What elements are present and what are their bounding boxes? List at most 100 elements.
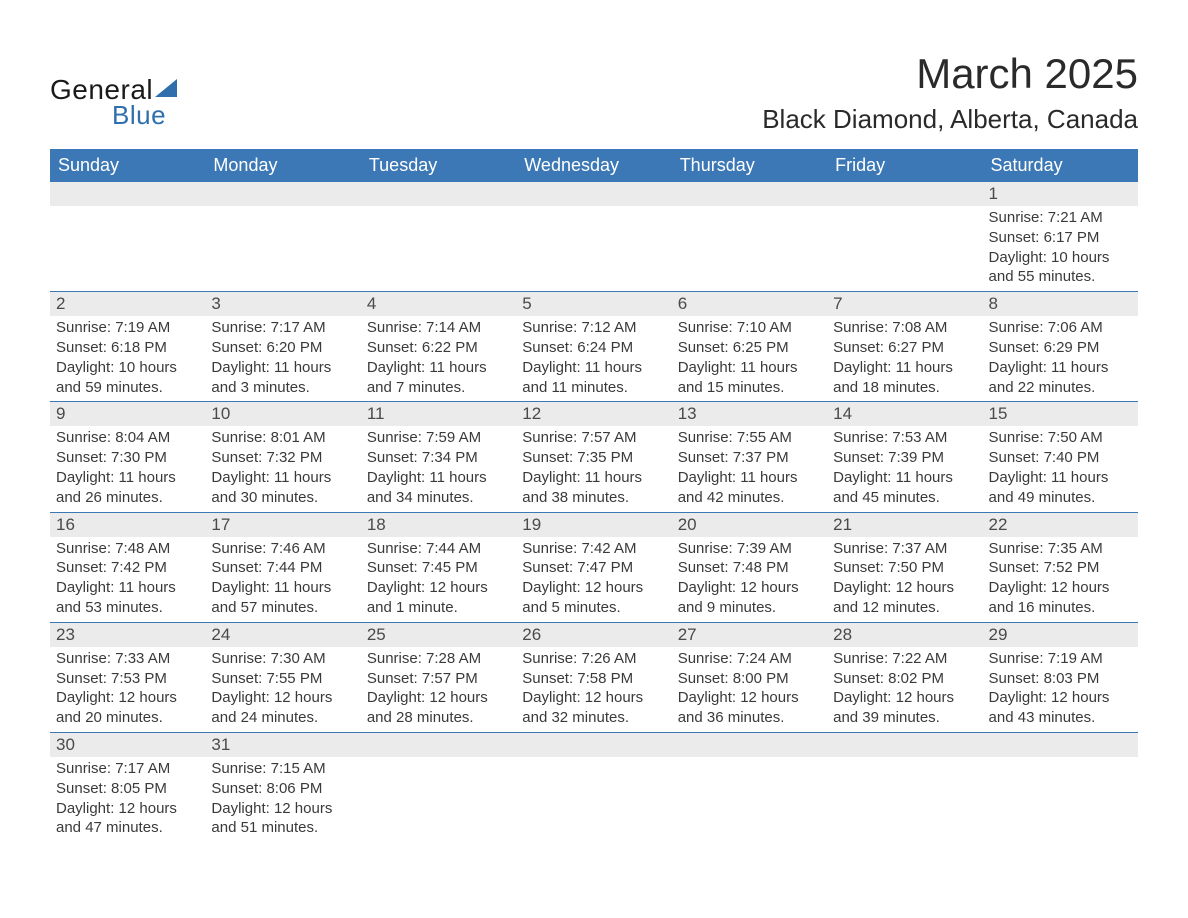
day-body: Sunrise: 7:10 AMSunset: 6:25 PMDaylight:… <box>672 316 827 401</box>
day-number: 7 <box>827 292 982 316</box>
day-body <box>827 206 982 212</box>
day-body: Sunrise: 7:33 AMSunset: 7:53 PMDaylight:… <box>50 647 205 732</box>
calendar-cell: 23Sunrise: 7:33 AMSunset: 7:53 PMDayligh… <box>50 623 205 732</box>
sunrise-line: Sunrise: 7:06 AM <box>989 318 1132 338</box>
calendar-cell: 2Sunrise: 7:19 AMSunset: 6:18 PMDaylight… <box>50 292 205 401</box>
sunrise-line: Sunrise: 7:15 AM <box>211 759 354 779</box>
daylight-line: Daylight: 12 hours and 24 minutes. <box>211 688 354 728</box>
week-row: 1Sunrise: 7:21 AMSunset: 6:17 PMDaylight… <box>50 182 1138 292</box>
sunset-line: Sunset: 8:03 PM <box>989 669 1132 689</box>
sunrise-line: Sunrise: 7:48 AM <box>56 539 199 559</box>
day-body: Sunrise: 7:12 AMSunset: 6:24 PMDaylight:… <box>516 316 671 401</box>
sunset-line: Sunset: 7:58 PM <box>522 669 665 689</box>
sunset-line: Sunset: 6:22 PM <box>367 338 510 358</box>
daylight-line: Daylight: 12 hours and 9 minutes. <box>678 578 821 618</box>
daylight-line: Daylight: 11 hours and 34 minutes. <box>367 468 510 508</box>
calendar-cell: 6Sunrise: 7:10 AMSunset: 6:25 PMDaylight… <box>672 292 827 401</box>
sunrise-line: Sunrise: 7:39 AM <box>678 539 821 559</box>
day-body: Sunrise: 7:24 AMSunset: 8:00 PMDaylight:… <box>672 647 827 732</box>
day-body: Sunrise: 7:19 AMSunset: 6:18 PMDaylight:… <box>50 316 205 401</box>
day-header-cell: Monday <box>205 149 360 182</box>
sunrise-line: Sunrise: 7:10 AM <box>678 318 821 338</box>
calendar-cell <box>827 182 982 291</box>
day-body: Sunrise: 7:46 AMSunset: 7:44 PMDaylight:… <box>205 537 360 622</box>
daylight-line: Daylight: 12 hours and 5 minutes. <box>522 578 665 618</box>
sunset-line: Sunset: 7:53 PM <box>56 669 199 689</box>
day-body: Sunrise: 7:22 AMSunset: 8:02 PMDaylight:… <box>827 647 982 732</box>
sunset-line: Sunset: 8:06 PM <box>211 779 354 799</box>
sunset-line: Sunset: 7:50 PM <box>833 558 976 578</box>
day-body <box>361 757 516 763</box>
sunset-line: Sunset: 7:35 PM <box>522 448 665 468</box>
calendar-cell: 1Sunrise: 7:21 AMSunset: 6:17 PMDaylight… <box>983 182 1138 291</box>
day-body <box>983 757 1138 763</box>
sunrise-line: Sunrise: 7:42 AM <box>522 539 665 559</box>
daylight-line: Daylight: 12 hours and 20 minutes. <box>56 688 199 728</box>
calendar-cell: 26Sunrise: 7:26 AMSunset: 7:58 PMDayligh… <box>516 623 671 732</box>
sunset-line: Sunset: 6:20 PM <box>211 338 354 358</box>
sunrise-line: Sunrise: 7:17 AM <box>211 318 354 338</box>
day-number: 25 <box>361 623 516 647</box>
calendar-cell: 27Sunrise: 7:24 AMSunset: 8:00 PMDayligh… <box>672 623 827 732</box>
day-number: 18 <box>361 513 516 537</box>
day-body: Sunrise: 7:14 AMSunset: 6:22 PMDaylight:… <box>361 316 516 401</box>
week-row: 30Sunrise: 7:17 AMSunset: 8:05 PMDayligh… <box>50 733 1138 842</box>
day-number: 10 <box>205 402 360 426</box>
sunrise-line: Sunrise: 7:28 AM <box>367 649 510 669</box>
logo: General Blue <box>50 50 177 131</box>
daylight-line: Daylight: 11 hours and 38 minutes. <box>522 468 665 508</box>
sunrise-line: Sunrise: 7:50 AM <box>989 428 1132 448</box>
day-number: 6 <box>672 292 827 316</box>
day-body: Sunrise: 8:01 AMSunset: 7:32 PMDaylight:… <box>205 426 360 511</box>
calendar-cell <box>983 733 1138 842</box>
sunset-line: Sunset: 7:42 PM <box>56 558 199 578</box>
calendar-cell <box>516 182 671 291</box>
day-header-row: SundayMondayTuesdayWednesdayThursdayFrid… <box>50 149 1138 182</box>
calendar-cell <box>361 182 516 291</box>
daylight-line: Daylight: 11 hours and 49 minutes. <box>989 468 1132 508</box>
sunrise-line: Sunrise: 7:30 AM <box>211 649 354 669</box>
calendar-cell: 24Sunrise: 7:30 AMSunset: 7:55 PMDayligh… <box>205 623 360 732</box>
day-number: 13 <box>672 402 827 426</box>
calendar-cell: 5Sunrise: 7:12 AMSunset: 6:24 PMDaylight… <box>516 292 671 401</box>
sunrise-line: Sunrise: 7:26 AM <box>522 649 665 669</box>
day-body: Sunrise: 7:30 AMSunset: 7:55 PMDaylight:… <box>205 647 360 732</box>
sunrise-line: Sunrise: 7:17 AM <box>56 759 199 779</box>
day-number: 20 <box>672 513 827 537</box>
daylight-line: Daylight: 12 hours and 32 minutes. <box>522 688 665 728</box>
calendar-cell: 4Sunrise: 7:14 AMSunset: 6:22 PMDaylight… <box>361 292 516 401</box>
day-body: Sunrise: 7:35 AMSunset: 7:52 PMDaylight:… <box>983 537 1138 622</box>
sunset-line: Sunset: 7:39 PM <box>833 448 976 468</box>
day-number: 26 <box>516 623 671 647</box>
sunrise-line: Sunrise: 7:35 AM <box>989 539 1132 559</box>
empty-day <box>205 182 360 206</box>
day-body: Sunrise: 7:28 AMSunset: 7:57 PMDaylight:… <box>361 647 516 732</box>
week-row: 16Sunrise: 7:48 AMSunset: 7:42 PMDayligh… <box>50 513 1138 623</box>
daylight-line: Daylight: 10 hours and 59 minutes. <box>56 358 199 398</box>
empty-day <box>827 182 982 206</box>
empty-day <box>361 733 516 757</box>
day-body <box>50 206 205 212</box>
sunrise-line: Sunrise: 8:01 AM <box>211 428 354 448</box>
daylight-line: Daylight: 12 hours and 16 minutes. <box>989 578 1132 618</box>
daylight-line: Daylight: 11 hours and 42 minutes. <box>678 468 821 508</box>
daylight-line: Daylight: 11 hours and 11 minutes. <box>522 358 665 398</box>
sunset-line: Sunset: 6:17 PM <box>989 228 1132 248</box>
day-body: Sunrise: 7:19 AMSunset: 8:03 PMDaylight:… <box>983 647 1138 732</box>
calendar-cell: 20Sunrise: 7:39 AMSunset: 7:48 PMDayligh… <box>672 513 827 622</box>
sunrise-line: Sunrise: 7:12 AM <box>522 318 665 338</box>
logo-triangle-icon <box>155 79 177 97</box>
day-body: Sunrise: 7:39 AMSunset: 7:48 PMDaylight:… <box>672 537 827 622</box>
calendar-cell <box>516 733 671 842</box>
sunrise-line: Sunrise: 7:44 AM <box>367 539 510 559</box>
sunset-line: Sunset: 8:02 PM <box>833 669 976 689</box>
logo-text-blue: Blue <box>112 100 166 131</box>
sunset-line: Sunset: 7:37 PM <box>678 448 821 468</box>
calendar-cell <box>361 733 516 842</box>
calendar-cell <box>672 733 827 842</box>
calendar-cell: 13Sunrise: 7:55 AMSunset: 7:37 PMDayligh… <box>672 402 827 511</box>
daylight-line: Daylight: 11 hours and 3 minutes. <box>211 358 354 398</box>
daylight-line: Daylight: 12 hours and 12 minutes. <box>833 578 976 618</box>
day-body: Sunrise: 7:15 AMSunset: 8:06 PMDaylight:… <box>205 757 360 842</box>
daylight-line: Daylight: 12 hours and 39 minutes. <box>833 688 976 728</box>
